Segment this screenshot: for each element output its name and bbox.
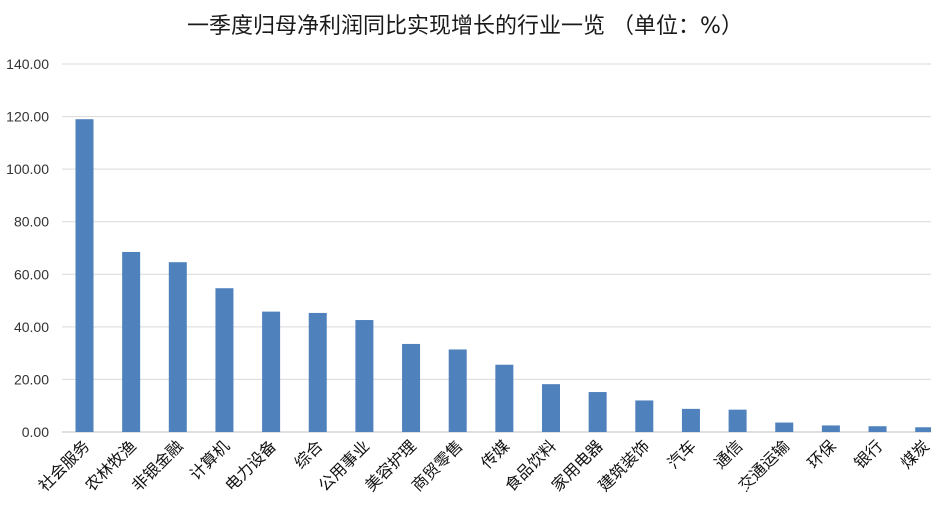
y-tick-label: 0.00 [22, 424, 49, 440]
bar [355, 320, 374, 432]
chart-title: 一季度归母净利润同比实现增长的行业一览 （单位：%） [187, 14, 743, 39]
y-tick-label: 80.00 [14, 214, 49, 230]
bar [681, 408, 700, 432]
bar [122, 251, 141, 432]
bar [168, 262, 187, 432]
x-tick-label: 银行 [850, 436, 886, 472]
bar [448, 349, 467, 432]
watermark: 头条 @老朱财经视野 [698, 482, 856, 502]
y-tick-label: 60.00 [14, 266, 49, 282]
bars [75, 119, 931, 432]
bar [635, 400, 654, 432]
x-tick-label: 传媒 [477, 436, 513, 472]
watermark-text: 头条 @老朱财经视野 [698, 482, 856, 502]
bar [542, 384, 560, 432]
bar [915, 427, 931, 432]
x-tick-label: 非银金融 [128, 436, 187, 495]
bar [728, 409, 747, 432]
bar [215, 288, 234, 432]
bar [868, 426, 887, 432]
bar [775, 422, 794, 432]
y-tick-label: 20.00 [14, 371, 49, 387]
bar [588, 392, 607, 432]
y-tick-label: 40.00 [14, 319, 49, 335]
x-tick-label: 环保 [804, 436, 840, 472]
y-tick-label: 100.00 [6, 161, 49, 177]
y-tick-label: 120.00 [6, 109, 49, 125]
bar [495, 364, 514, 432]
bar [402, 343, 421, 432]
y-axis-ticks: 0.00 20.00 40.00 60.00 80.00 100.00 120.00 140.… [6, 56, 49, 440]
x-tick-label: 电力设备 [221, 436, 280, 495]
bar [75, 119, 94, 432]
y-tick-label: 140.00 [6, 56, 49, 72]
x-tick-label: 汽车 [664, 436, 700, 472]
bar [308, 312, 327, 432]
bar [821, 425, 840, 432]
x-tick-label: 建筑装饰 [594, 436, 653, 495]
x-tick-label: 商贸零售 [408, 436, 467, 495]
x-tick-label: 煤炭 [897, 436, 931, 472]
x-tick-label: 通信 [710, 436, 746, 472]
bar [262, 311, 281, 432]
x-tick-label: 综合 [291, 436, 327, 472]
